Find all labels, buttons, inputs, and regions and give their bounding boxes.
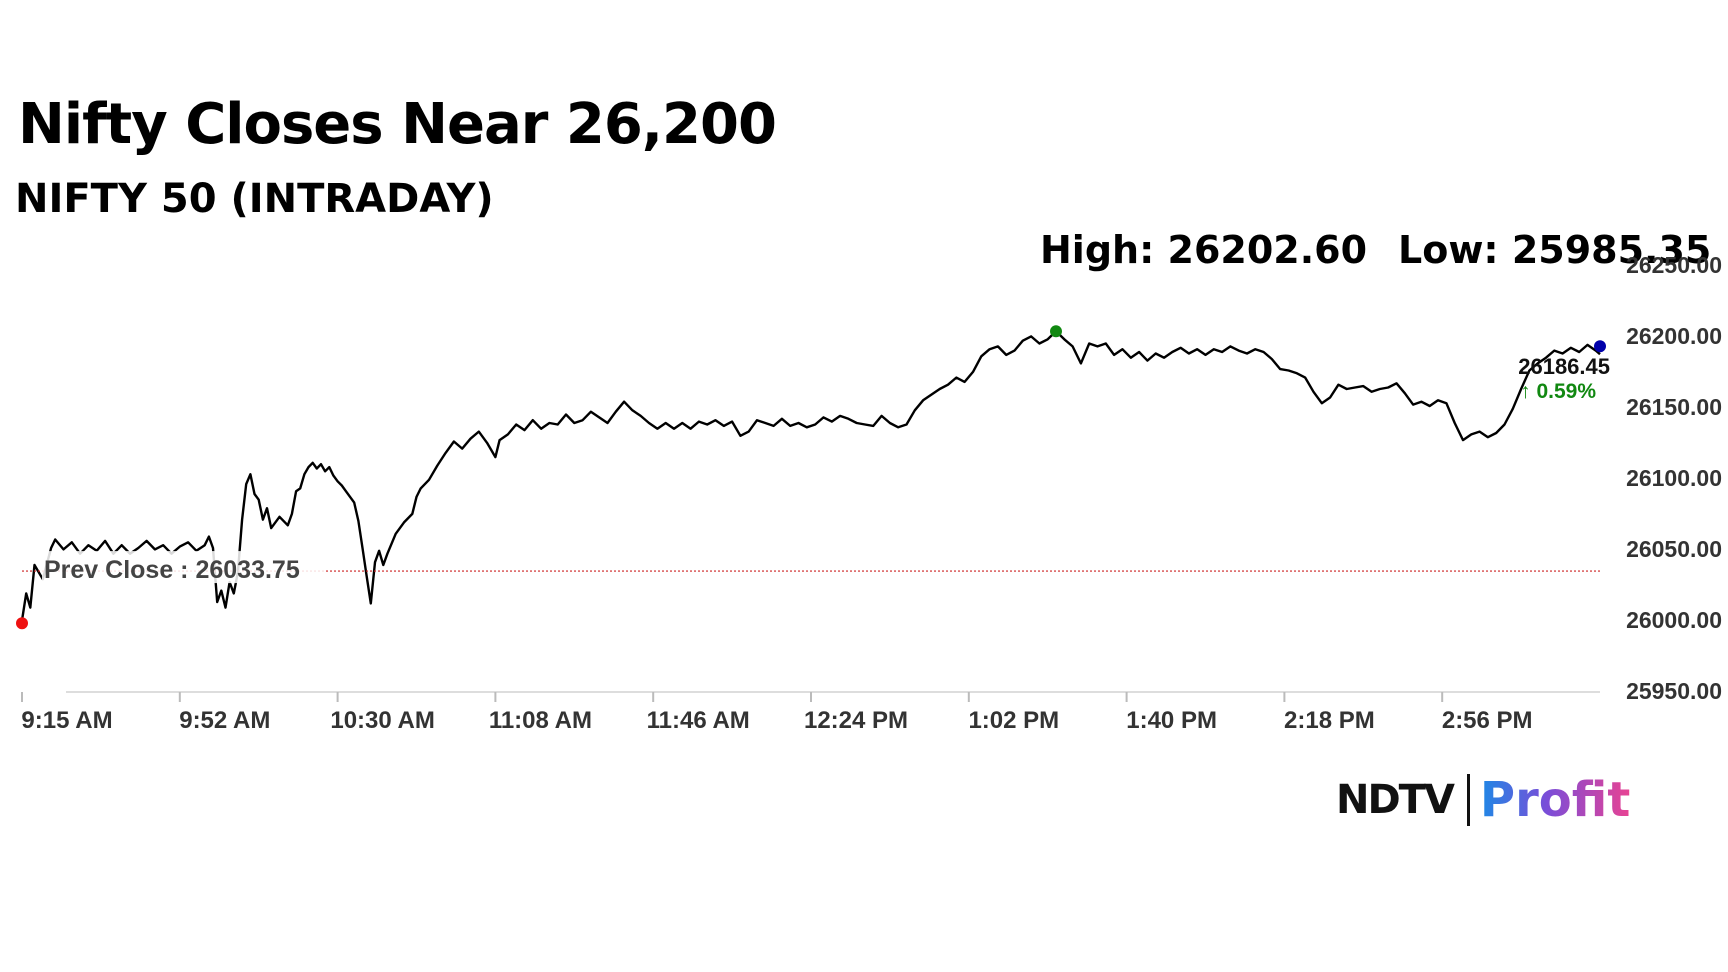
- marker-group: 26186.45↑ 0.59%: [16, 325, 1610, 630]
- y-tick-label: 26050.00: [1626, 536, 1722, 562]
- price-line: [20, 330, 1601, 621]
- last-price-label: 26186.45: [1518, 354, 1610, 379]
- chart-subtitle: NIFTY 50 (INTRADAY): [15, 176, 494, 222]
- change-percent-label: ↑ 0.59%: [1520, 380, 1596, 403]
- y-tick-label: 26000.00: [1626, 607, 1722, 633]
- day-high-label: High: 26202.60: [1040, 228, 1368, 272]
- x-tick-label: 11:46 AM: [647, 707, 750, 734]
- y-tick-label: 26150.00: [1626, 394, 1722, 420]
- last-price-marker: [1594, 340, 1606, 353]
- x-tick-label: 1:40 PM: [1126, 707, 1217, 734]
- x-tick-label: 11:08 AM: [489, 707, 592, 734]
- y-tick-label: 25950.00: [1626, 678, 1722, 704]
- x-tick-label: 9:15 AM: [21, 707, 112, 734]
- price-line-group: [20, 330, 1601, 621]
- y-tick-label: 26100.00: [1626, 465, 1722, 491]
- x-axis: 9:15 AM 9:52 AM 10:30 AM 11:08 AM 11:46 AM 12…: [21, 691, 1600, 734]
- logo-divider: [1466, 774, 1470, 826]
- logo-profit-text: Profit: [1479, 772, 1631, 828]
- x-tick-label: 2:18 PM: [1284, 707, 1375, 734]
- ndtv-profit-logo: NDTV Profit: [1336, 770, 1630, 830]
- y-tick-label: 26250.00: [1626, 252, 1722, 278]
- open-marker: [16, 617, 28, 630]
- x-tick-label: 12:24 PM: [804, 707, 908, 734]
- x-tick-label: 1:02 PM: [968, 707, 1059, 734]
- high-marker: [1050, 325, 1063, 338]
- x-tick-label: 10:30 AM: [330, 707, 434, 734]
- prev-close-label-bg: [42, 551, 324, 584]
- prev-close-label: Prev Close : 26033.75: [44, 556, 300, 584]
- y-axis: 26250.00 26200.00 26150.00 26100.00 26050.00…: [1626, 252, 1722, 704]
- x-tick-label: 9:52 AM: [179, 707, 270, 734]
- chart-title: Nifty Closes Near 26,200: [18, 92, 777, 157]
- x-tick-label: 2:56 PM: [1442, 707, 1533, 734]
- y-tick-label: 26200.00: [1626, 323, 1722, 349]
- prev-close-group: Prev Close : 26033.75: [22, 551, 1600, 584]
- logo-ndtv-text: NDTV: [1336, 777, 1455, 823]
- day-low-label: Low: 25985.35: [1398, 228, 1712, 272]
